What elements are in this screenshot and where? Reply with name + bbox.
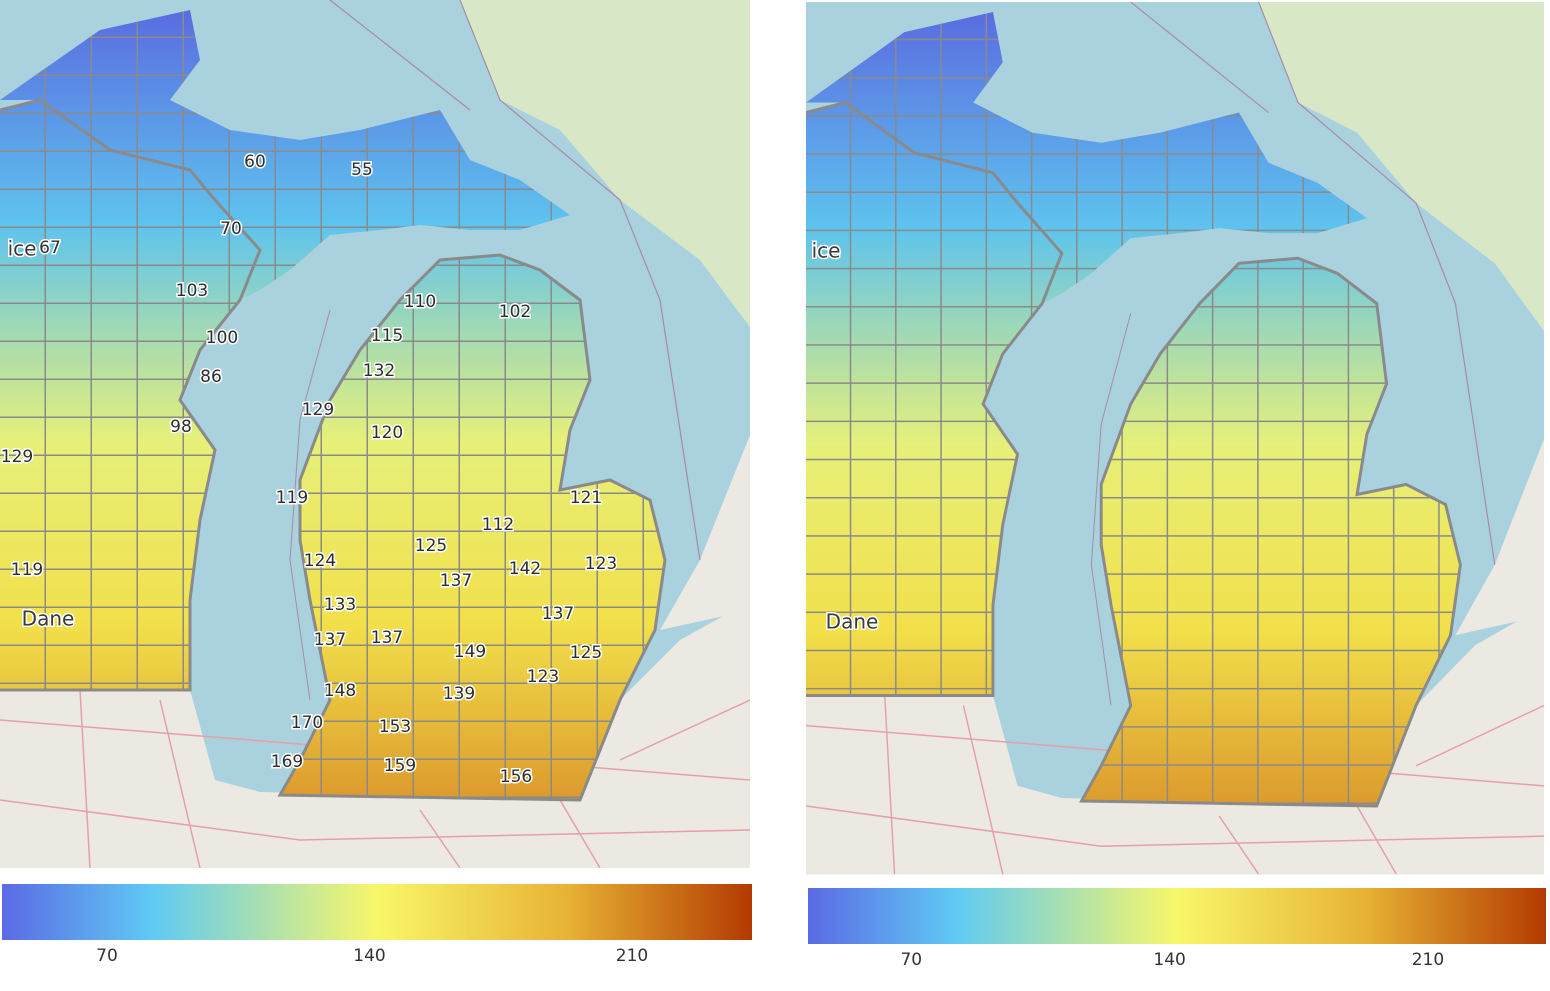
county-label: 142 (509, 559, 541, 579)
county-label: 159 (384, 756, 416, 776)
county-label: 119 (276, 488, 308, 508)
county-label: 125 (415, 536, 447, 556)
county-label: 121 (570, 488, 602, 508)
county-label: 110 (404, 292, 436, 312)
county-label: 170 (291, 713, 323, 733)
colorbar (808, 888, 1546, 944)
place-label: ice (812, 239, 841, 263)
county-label: 115 (371, 326, 403, 346)
colorbar-tick-label: 70 (96, 946, 118, 966)
county-label: 120 (371, 423, 403, 443)
county-label: 153 (379, 717, 411, 737)
county-label: 98 (170, 417, 192, 437)
county-label: 123 (585, 554, 617, 574)
place-label: Dane (22, 607, 75, 631)
county-label: 137 (542, 604, 574, 624)
county-label: 148 (324, 681, 356, 701)
county-label: 139 (443, 684, 475, 704)
county-label: 100 (206, 328, 238, 348)
county-label: 137 (371, 628, 403, 648)
colorbar-tick-label: 210 (616, 946, 648, 966)
county-label: 103 (176, 281, 208, 301)
county-label: 67 (39, 238, 61, 258)
county-label: 60 (244, 152, 266, 172)
county-label: 124 (304, 551, 336, 571)
colorbar (2, 884, 752, 940)
colorbar-tick-label: 210 (1412, 950, 1444, 970)
place-label: Dane (826, 610, 879, 634)
colorbar-tick-label: 140 (353, 946, 385, 966)
county-label: 129 (302, 400, 334, 420)
county-label: 133 (324, 595, 356, 615)
county-label: 102 (499, 302, 531, 322)
county-label: 119 (11, 560, 43, 580)
county-label: 129 (1, 447, 33, 467)
county-label: 112 (482, 515, 514, 535)
county-label: 156 (500, 767, 532, 787)
county-label: 86 (200, 367, 222, 387)
map (0, 0, 750, 868)
colorbar-tick-label: 70 (900, 950, 922, 970)
place-label: ice (8, 237, 37, 261)
county-label: 137 (314, 630, 346, 650)
county-label: 125 (570, 643, 602, 663)
county-label: 132 (363, 361, 395, 381)
county-label: 55 (351, 160, 373, 180)
county-label: 123 (527, 667, 559, 687)
county-label: 70 (220, 219, 242, 239)
county-label: 169 (271, 752, 303, 772)
colorbar-tick-label: 140 (1153, 950, 1185, 970)
county-label: 149 (454, 642, 486, 662)
county-label: 137 (440, 571, 472, 591)
map-copy (806, 2, 1546, 874)
